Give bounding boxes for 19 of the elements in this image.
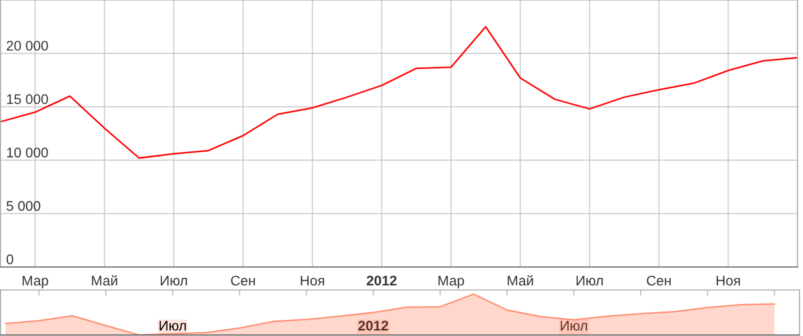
x-tick-label: Май xyxy=(92,275,118,286)
x-tick-label: Сен xyxy=(646,276,671,286)
x-tick-label: 2012 xyxy=(366,276,397,286)
y-tick-label: 10 000 xyxy=(7,148,48,158)
y-tick-label: 5 000 xyxy=(6,201,40,211)
x-tick-label: Ноя xyxy=(300,276,324,286)
x-tick-label: Июл xyxy=(160,276,187,286)
x-tick-label: Сен xyxy=(231,276,255,286)
x-tick-label: Май xyxy=(508,275,533,286)
y-tick-label: 20 000 xyxy=(6,40,48,51)
y-tick-label: 15 000 xyxy=(7,94,48,104)
x-tick-label: Ноя xyxy=(716,276,740,286)
x-tick-label: Июл xyxy=(560,320,587,331)
x-tick-label: Июл xyxy=(160,320,186,331)
x-tick-label: 2012 xyxy=(358,320,388,331)
x-tick-label: Мар xyxy=(438,276,464,288)
x-tick-label: Июл xyxy=(576,276,603,286)
y-tick-label: 0 xyxy=(6,254,14,264)
x-tick-label: Мар xyxy=(22,276,48,288)
